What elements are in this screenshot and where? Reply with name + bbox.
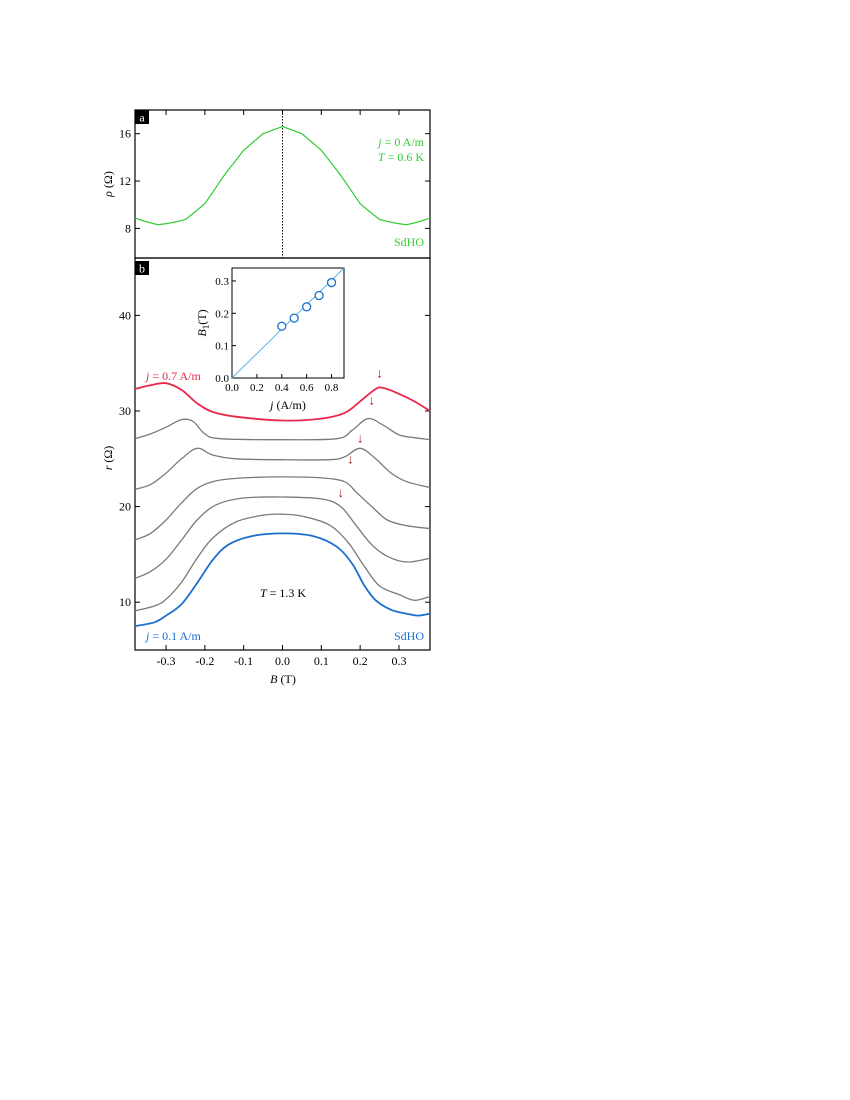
panel-b-curve-7 [134,532,431,627]
panel-b-ylabel: r (Ω) [101,446,115,471]
panel-a-curve-green [134,125,431,226]
panel-b-xlabel-symbol: B [270,672,278,686]
panel-b-xtick-label: -0.3 [157,654,176,668]
panel-b-xtick-label: 0.3 [391,654,406,668]
panel-a-label-T-rest: = 0.6 K [385,150,425,164]
panel-a-label-sdho: SdHO [394,235,424,249]
panel-b-ytick-label: 40 [119,308,131,322]
panel-a-label-T: T = 0.6 K [378,150,424,164]
panel-b-xtick-label: 0.1 [314,654,329,668]
panel-b-arrow-3: ↓ [357,431,364,446]
inset-xtick-label: 0.8 [325,382,339,394]
panel-b-label-T-rest: = 1.3 K [267,586,307,600]
panel-a: a 8 12 16 ρ (Ω) j = 0 A/m T = 0.6 K SdHO [101,109,431,259]
panel-b-xlabel-unit: (T) [281,672,296,686]
inset-xtick-label: 0.4 [275,382,289,394]
panel-a-ylabel: ρ (Ω) [101,171,115,198]
panel-b-ytick-label: 20 [119,500,131,514]
panel-b-ylabel-unit: (Ω) [101,446,115,463]
inset-ylabel: B1(T) [195,309,211,336]
panel-a-label-j: j = 0 A/m [376,135,424,149]
panel-a-ylabel-unit: (Ω) [101,171,115,188]
panel-b-curve-1 [134,382,431,422]
inset-xlabel-unit: (A/m) [277,398,306,412]
inset-ylabel-sub: 1 [201,325,211,330]
panel-b-arrow-4: ↓ [347,452,354,467]
inset-point-2 [289,313,299,323]
panel-b-curve-2 [134,417,431,441]
panel-b-label-bottom-j-symbol: j [144,629,150,643]
panel-b-label-top-j-symbol: j [144,369,150,383]
panel-b-curve-4 [134,476,431,541]
panel-a-ylabel-symbol: ρ [101,191,115,198]
panel-b-curve-3 [134,447,431,491]
panel-a-label-j-rest: = 0 A/m [382,135,425,149]
panel-a-tag: a [139,111,145,125]
panel-b-xtick-label: 0.0 [275,654,290,668]
panel-b-ytick-label: 30 [119,404,131,418]
inset-xtick-label: 0.2 [250,382,264,394]
panel-b-label-T-symbol: T [260,586,268,600]
panel-b-y-ticks: 10 20 30 40 [119,308,430,609]
panel-b-arrows: ↓↓↓↓↓ [337,366,382,501]
inset-point-1 [277,321,287,331]
inset-ylabel-unit: (T) [195,309,209,324]
inset-ylabel-symbol: B [195,329,209,337]
panel-b-inset: 0.0 0.1 0.2 0.3 0.0 0.2 0.4 0.6 0.8 B1(T) j (A/… [195,267,345,412]
inset-ytick-label: 0.0 [215,373,229,385]
inset-point-4 [314,290,324,301]
panel-a-tag-bg [135,110,149,124]
inset-point-3 [302,302,312,312]
panel-b-xtick-label: 0.2 [353,654,368,668]
panel-a-y-ticks: 8 12 16 [119,127,430,235]
panel-b-label-bottom-j-rest: = 0.1 A/m [149,629,201,643]
inset-y-ticks: 0.0 0.1 0.2 0.3 [215,276,236,385]
inset-xtick-label: 0.6 [300,382,314,394]
inset-x-ticks: 0.0 0.2 0.4 0.6 0.8 [225,374,339,394]
panel-a-ytick-label: 16 [119,127,131,141]
panel-a-ytick-label: 12 [119,174,131,188]
panel-b-arrow-2: ↓ [369,392,376,407]
panel-b-label-top-j-rest: = 0.7 A/m [149,369,201,383]
panel-a-ytick-label: 8 [125,221,131,235]
inset-ytick-label: 0.3 [215,276,229,288]
panel-b-curve-6 [134,513,431,612]
panel-b-label-T: T = 1.3 K [260,586,306,600]
panel-b-curve-5 [134,496,431,579]
inset-ytick-label: 0.2 [215,308,229,320]
panel-b-arrow-5: ↓ [337,485,344,500]
panel-b-arrow-1: ↓ [376,366,383,381]
inset-fit-line [231,267,345,379]
panel-b-ytick-label: 10 [119,595,131,609]
panel-b-ylabel-symbol: r [101,465,115,470]
inset-xlabel-symbol: j [268,398,274,412]
panel-a-label-T-symbol: T [378,150,386,164]
panel-b-xtick-label: -0.2 [195,654,214,668]
panel-b: b 10 20 30 40 -0.3 -0.2 -0.1 0.0 0.1 0.2 0.3 r (Ω… [101,110,431,686]
panel-b-xtick-label: -0.1 [234,654,253,668]
panel-a-label-j-symbol: j [376,135,382,149]
panel-b-label-bottom-j: j = 0.1 A/m [144,629,201,643]
panel-b-tag: b [139,262,145,276]
panel-b-tag-bg [135,261,149,275]
inset-point-5 [326,277,337,288]
inset-xlabel: j (A/m) [268,398,306,412]
panel-b-label-sdho: SdHO [394,629,424,643]
panel-b-xlabel: B (T) [270,672,296,686]
inset-ytick-label: 0.1 [215,341,229,353]
inset-points [277,277,337,331]
panel-b-x-ticks: -0.3 -0.2 -0.1 0.0 0.1 0.2 0.3 [157,110,406,668]
panel-b-curves [134,382,431,627]
panel-b-label-top-j: j = 0.7 A/m [144,369,201,383]
inset-xtick-label: 0.0 [225,382,239,394]
